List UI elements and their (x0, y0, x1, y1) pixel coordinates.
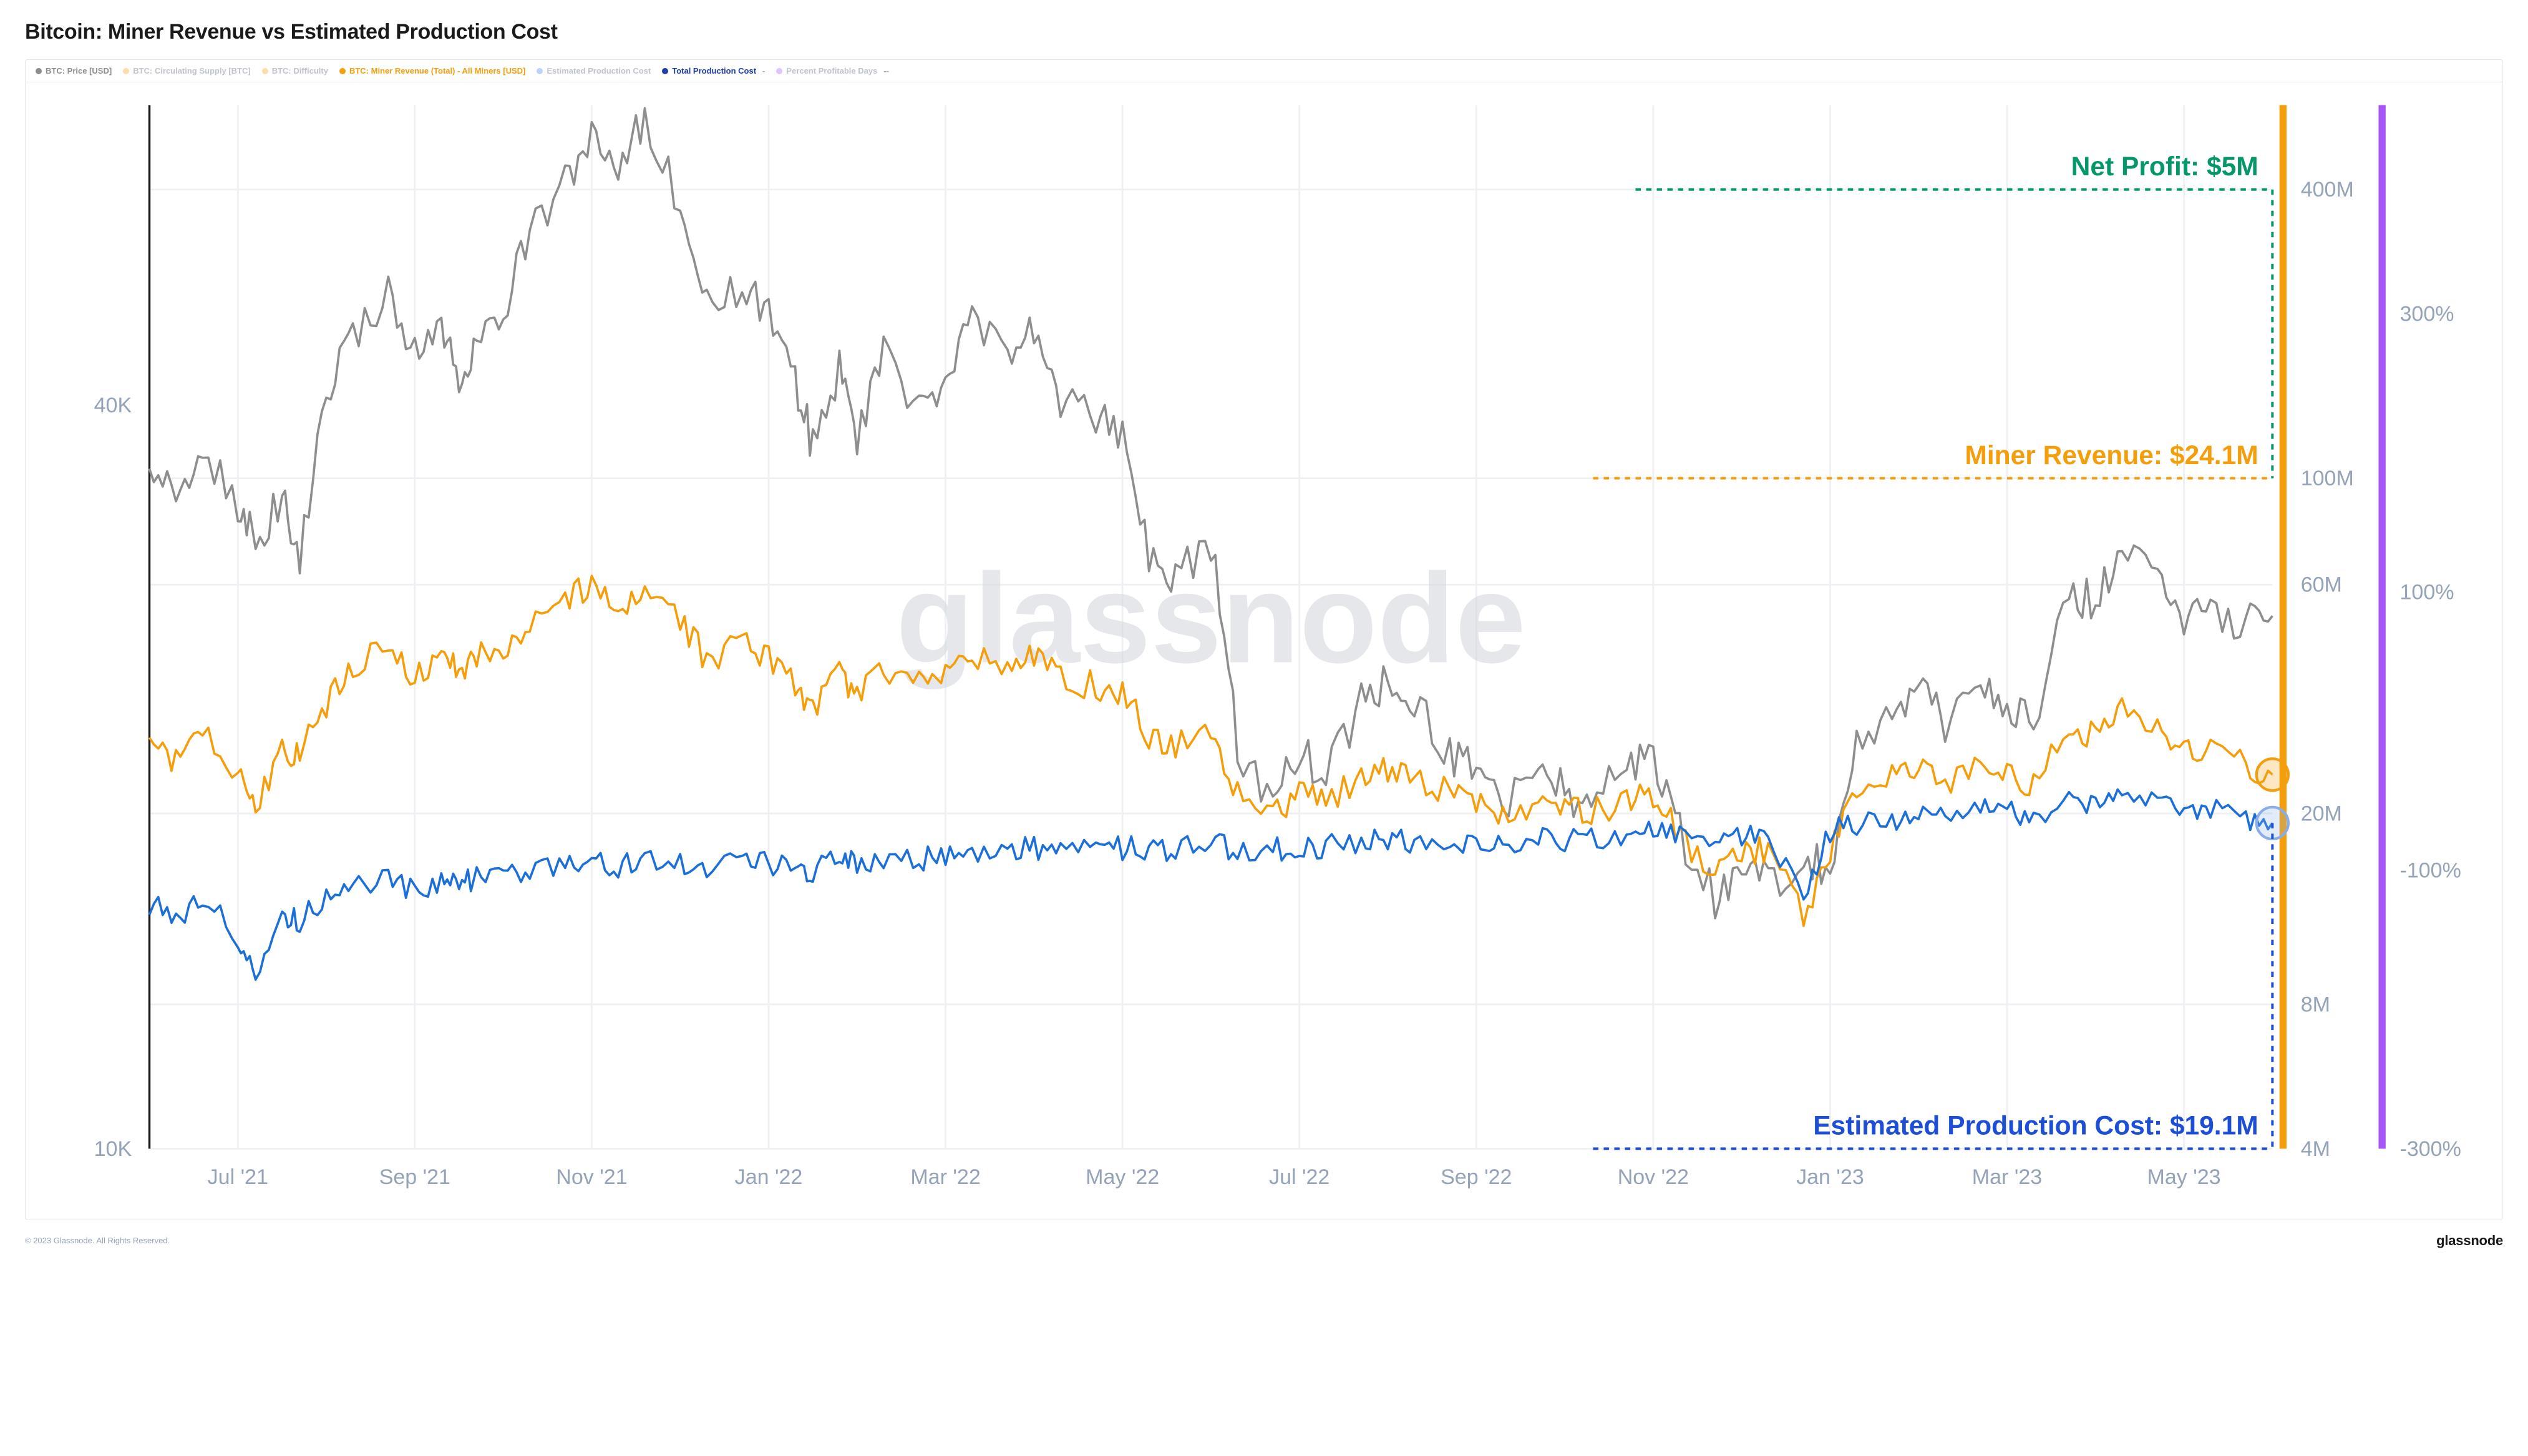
footer: © 2023 Glassnode. All Rights Reserved. g… (25, 1233, 2503, 1249)
svg-text:glassnode: glassnode (896, 548, 1526, 690)
svg-text:Jul '22: Jul '22 (1269, 1165, 1330, 1189)
legend-item[interactable]: Estimated Production Cost (537, 66, 651, 75)
svg-text:400M: 400M (2301, 178, 2354, 201)
svg-text:Mar '22: Mar '22 (910, 1165, 980, 1189)
svg-text:May '23: May '23 (2147, 1165, 2221, 1189)
svg-text:40K: 40K (94, 394, 132, 417)
svg-text:100M: 100M (2301, 467, 2354, 490)
svg-text:8M: 8M (2301, 993, 2330, 1016)
svg-text:Mar '23: Mar '23 (1972, 1165, 2042, 1189)
legend-dot (36, 68, 42, 74)
svg-text:Sep '21: Sep '21 (379, 1165, 450, 1189)
legend-label: BTC: Circulating Supply [BTC] (133, 66, 251, 75)
svg-text:Jul '21: Jul '21 (208, 1165, 268, 1189)
svg-text:10K: 10K (94, 1137, 132, 1161)
chart-title: Bitcoin: Miner Revenue vs Estimated Prod… (25, 20, 2503, 44)
svg-text:Miner Revenue: $24.1M: Miner Revenue: $24.1M (1965, 440, 2258, 470)
legend-item[interactable]: Percent Profitable Days -- (776, 66, 889, 75)
svg-text:4M: 4M (2301, 1137, 2330, 1161)
svg-text:Nov '22: Nov '22 (1618, 1165, 1689, 1189)
legend-dot (662, 68, 668, 74)
svg-text:20M: 20M (2301, 802, 2342, 825)
svg-text:-300%: -300% (2400, 1137, 2461, 1161)
legend-dot (776, 68, 782, 74)
legend-item[interactable]: BTC: Difficulty (262, 66, 328, 75)
legend-trailing: -- (883, 66, 889, 75)
legend-dot (537, 68, 543, 74)
legend-label: Total Production Cost (672, 66, 756, 75)
legend-label: BTC: Price [USD] (46, 66, 112, 75)
chart-svg: glassnode Jul '21 Sep '21 Nov '21 Jan '22 Mar… (26, 87, 2502, 1220)
legend-item[interactable]: Total Production Cost- (662, 66, 765, 75)
legend-label: Percent Profitable Days (786, 66, 877, 75)
svg-text:Jan '23: Jan '23 (1796, 1165, 1864, 1189)
svg-text:Net Profit: $5M: Net Profit: $5M (2071, 152, 2258, 182)
copyright-text: © 2023 Glassnode. All Rights Reserved. (25, 1236, 170, 1245)
legend-bar: BTC: Price [USD] BTC: Circulating Supply … (26, 60, 2502, 82)
svg-text:300%: 300% (2400, 302, 2454, 326)
svg-text:100%: 100% (2400, 580, 2454, 604)
legend-trailing: - (762, 66, 765, 75)
plot-area: glassnode Jul '21 Sep '21 Nov '21 Jan '22 Mar… (26, 82, 2502, 1220)
legend-label: BTC: Difficulty (272, 66, 328, 75)
legend-item[interactable]: BTC: Miner Revenue (Total) - All Miners … (339, 66, 525, 75)
legend-item[interactable]: BTC: Circulating Supply [BTC] (123, 66, 251, 75)
legend-label: Estimated Production Cost (547, 66, 651, 75)
svg-text:Estimated Production Cost: $19: Estimated Production Cost: $19.1M (1813, 1111, 2258, 1141)
chart-frame: BTC: Price [USD] BTC: Circulating Supply … (25, 59, 2503, 1220)
svg-text:Jan '22: Jan '22 (735, 1165, 803, 1189)
legend-dot (123, 68, 129, 74)
brand-logo: glassnode (2436, 1233, 2503, 1249)
svg-text:May '22: May '22 (1086, 1165, 1159, 1189)
legend-dot (339, 68, 346, 74)
legend-label: BTC: Miner Revenue (Total) - All Miners … (349, 66, 525, 75)
svg-text:Nov '21: Nov '21 (556, 1165, 627, 1189)
legend-item[interactable]: BTC: Price [USD] (36, 66, 112, 75)
svg-text:Sep '22: Sep '22 (1441, 1165, 1512, 1189)
svg-text:-100%: -100% (2400, 859, 2461, 883)
svg-text:60M: 60M (2301, 573, 2342, 597)
legend-dot (262, 68, 268, 74)
